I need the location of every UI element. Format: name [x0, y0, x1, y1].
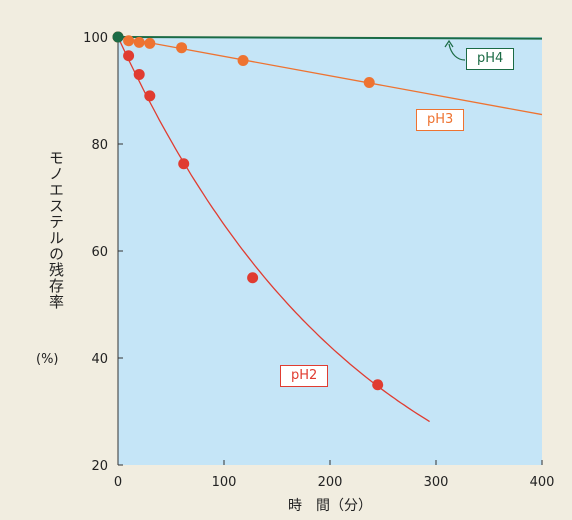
data-points — [112, 31, 384, 391]
y-tick-label: 80 — [91, 138, 108, 153]
data-point-ph2 — [123, 50, 135, 62]
y-tick-label: 100 — [83, 31, 108, 46]
y-axis-unit: (%) — [36, 352, 59, 367]
series-label-ph4: pH4 — [466, 48, 515, 70]
data-point-ph3 — [237, 55, 249, 67]
series-label-ph3: pH3 — [416, 109, 465, 131]
data-point-ph2 — [372, 379, 384, 391]
ph4-pointer-head — [444, 39, 454, 48]
data-point-ph3 — [176, 42, 188, 54]
x-tick-label: 400 — [530, 475, 555, 490]
plot-area — [118, 37, 542, 465]
data-point-ph4 — [112, 31, 124, 43]
y-tick-label: 40 — [91, 352, 108, 367]
data-point-ph3 — [123, 35, 135, 47]
fit-line-ph4 — [117, 36, 543, 40]
x-axis-title: 時 間（分） — [288, 498, 372, 514]
fit-line-ph3 — [117, 36, 543, 116]
series-label-ph2: pH2 — [280, 365, 329, 387]
annotations — [444, 39, 466, 61]
y-tick-label: 20 — [91, 459, 108, 474]
data-point-ph2 — [178, 158, 190, 170]
data-point-ph3 — [133, 36, 145, 48]
x-tick-label: 300 — [424, 475, 449, 490]
data-point-ph3 — [144, 37, 156, 49]
data-point-ph3 — [363, 76, 375, 88]
x-tick-label: 0 — [114, 475, 122, 490]
y-tick-label: 60 — [91, 245, 108, 260]
y-axis-title: モノエステルの残存率 — [47, 150, 65, 310]
x-tick-label: 100 — [212, 475, 237, 490]
x-tick-label: 200 — [318, 475, 343, 490]
ph4-pointer — [448, 43, 466, 61]
data-point-ph2 — [133, 68, 145, 80]
data-point-ph2 — [144, 90, 156, 102]
data-point-ph2 — [247, 272, 259, 284]
